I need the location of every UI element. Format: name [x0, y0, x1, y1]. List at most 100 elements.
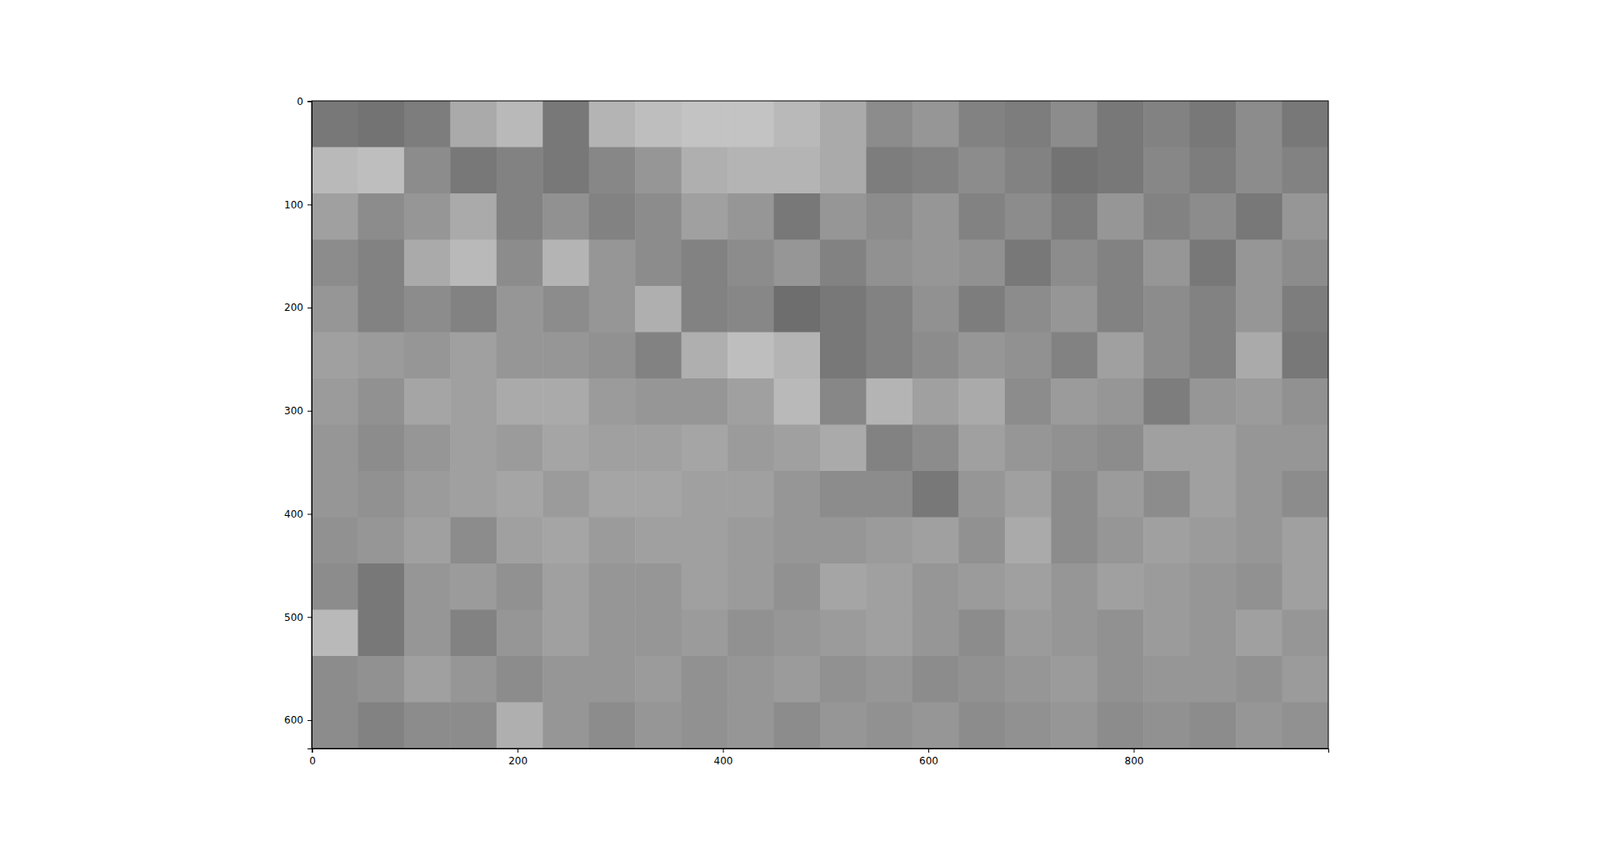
heat-cell — [542, 147, 590, 195]
heat-cell — [496, 285, 544, 333]
heat-cell — [542, 100, 590, 148]
heat-cell — [820, 193, 867, 240]
heat-cell — [1005, 610, 1052, 657]
x-tick: 800 — [1125, 748, 1145, 767]
heat-cell — [1282, 702, 1329, 750]
heat-cell — [820, 517, 867, 565]
heat-cell — [912, 100, 960, 148]
heat-cell — [865, 563, 913, 610]
heat-cell — [404, 470, 451, 518]
x-axis: 0200400600800 — [309, 748, 1329, 767]
heat-cell — [311, 610, 359, 657]
heat-cell — [589, 610, 636, 657]
heat-cell — [1143, 240, 1190, 287]
heat-cell — [496, 655, 544, 703]
heat-cell — [1235, 378, 1283, 425]
heat-cell — [958, 240, 1005, 287]
heat-cell — [774, 470, 821, 518]
heat-cell — [1005, 332, 1052, 380]
heat-cell — [1097, 147, 1145, 195]
heat-cell — [542, 470, 590, 518]
heat-cell — [496, 563, 544, 610]
y-tick: 0 — [296, 95, 312, 108]
heat-cell — [865, 517, 913, 565]
heat-cell — [1235, 610, 1283, 657]
heat-cell — [1050, 655, 1098, 703]
heat-cell — [1050, 702, 1098, 750]
y-tick: 200 — [284, 301, 312, 314]
heat-cell — [357, 378, 405, 425]
heat-cell — [958, 517, 1005, 565]
heat-cell — [635, 517, 682, 565]
heat-cell — [635, 100, 682, 148]
heat-cell — [589, 425, 636, 472]
heat-cell — [542, 655, 590, 703]
heat-cell — [1097, 285, 1145, 333]
heat-cell — [958, 470, 1005, 518]
heat-cell — [1005, 425, 1052, 472]
heat-cell — [635, 563, 682, 610]
heat-cell — [1050, 100, 1098, 148]
heat-cell — [635, 610, 682, 657]
heat-cell — [727, 563, 775, 610]
y-tick: 100 — [284, 199, 312, 211]
plot-frame — [311, 100, 1329, 749]
heat-cell — [820, 425, 867, 472]
heat-cell — [1190, 610, 1237, 657]
heat-cell — [1282, 425, 1329, 472]
heat-cell — [357, 655, 405, 703]
heat-cell — [727, 378, 775, 425]
heat-cell — [1235, 240, 1283, 287]
heat-cell — [1097, 332, 1145, 380]
heat-cell — [311, 655, 359, 703]
heat-cell — [311, 378, 359, 425]
x-tick-label: 800 — [1125, 755, 1145, 767]
heat-cell — [820, 378, 867, 425]
heat-cell — [727, 147, 775, 195]
heat-cell — [774, 655, 821, 703]
heat-cell — [1050, 378, 1098, 425]
heat-cell — [727, 285, 775, 333]
heat-cell — [820, 470, 867, 518]
heat-cell — [1190, 193, 1237, 240]
heat-cell — [820, 332, 867, 380]
heat-cell — [820, 240, 867, 287]
heat-cell — [865, 193, 913, 240]
heat-cell — [1282, 100, 1329, 148]
heat-cell — [311, 470, 359, 518]
heat-cell — [1235, 425, 1283, 472]
heat-cell — [1050, 285, 1098, 333]
heat-cell — [681, 610, 729, 657]
heat-cell — [1235, 702, 1283, 750]
heat-cell — [635, 655, 682, 703]
heat-cell — [1097, 655, 1145, 703]
heat-cell — [912, 655, 960, 703]
heat-cell — [496, 470, 544, 518]
heat-cell — [450, 425, 497, 472]
x-tick-label: 400 — [714, 755, 734, 767]
heat-cell — [496, 100, 544, 148]
x-tick-mark — [1133, 748, 1135, 753]
heat-cell — [1282, 470, 1329, 518]
heat-cell — [635, 332, 682, 380]
heat-cell — [1282, 655, 1329, 703]
y-tick: 600 — [284, 714, 312, 726]
heat-cell — [865, 425, 913, 472]
heat-cell — [404, 147, 451, 195]
heat-cell — [496, 702, 544, 750]
heat-cell — [681, 425, 729, 472]
heat-cell — [912, 470, 960, 518]
heat-cell — [1005, 563, 1052, 610]
heat-cell — [635, 378, 682, 425]
heat-cell — [727, 702, 775, 750]
heat-cell — [865, 378, 913, 425]
heat-cell — [774, 378, 821, 425]
heat-cell — [958, 655, 1005, 703]
heat-cell — [1235, 470, 1283, 518]
heat-cell — [450, 702, 497, 750]
heat-cell — [912, 193, 960, 240]
heat-cell — [589, 470, 636, 518]
heat-cell — [1190, 100, 1237, 148]
heat-cell — [450, 517, 497, 565]
heat-cell — [681, 193, 729, 240]
